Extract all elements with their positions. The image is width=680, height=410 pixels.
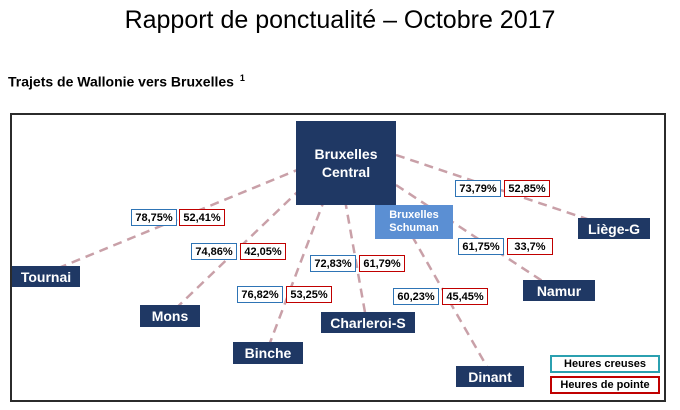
station-dinant: Dinant xyxy=(456,366,524,387)
route-line-charleroi xyxy=(343,199,368,319)
schuman-line1: Bruxelles xyxy=(389,209,439,221)
tournai-off-peak-value: 78,75% xyxy=(131,209,177,226)
station-namur: Namur xyxy=(523,280,595,301)
station-binche: Binche xyxy=(233,342,303,364)
subtitle-text: Trajets de Wallonie vers Bruxelles xyxy=(8,73,234,90)
station-mons: Mons xyxy=(140,305,200,327)
tournai-peak-value: 52,41% xyxy=(179,209,225,226)
station-tournai: Tournai xyxy=(12,266,80,287)
diagram-frame xyxy=(10,113,666,402)
binche-off-peak-value: 76,82% xyxy=(237,286,283,303)
station-charleroi-s: Charleroi-S xyxy=(321,312,415,333)
legend-peak: Heures de pointe xyxy=(550,376,660,394)
schuman-line2: Schuman xyxy=(389,222,439,234)
legend-off-peak: Heures creuses xyxy=(550,355,660,373)
route-line-liege xyxy=(395,153,615,230)
footnote-marker: 1 xyxy=(239,73,245,83)
mons-peak-value: 42,05% xyxy=(240,243,286,260)
charleroi-peak-value: 61,79% xyxy=(359,255,405,272)
dinant-peak-value: 45,45% xyxy=(442,288,488,305)
binche-peak-value: 53,25% xyxy=(286,286,332,303)
section-subtitle: Trajets de Wallonie vers Bruxelles 1 xyxy=(8,73,245,90)
station-bruxelles-schuman: Bruxelles Schuman xyxy=(375,205,453,239)
station-bruxelles-central: Bruxelles Central xyxy=(296,121,396,205)
dinant-off-peak-value: 60,23% xyxy=(393,288,439,305)
mons-off-peak-value: 74,86% xyxy=(191,243,237,260)
page-title: Rapport de ponctualité – Octobre 2017 xyxy=(124,6,556,34)
hub-line1: Bruxelles xyxy=(314,146,378,162)
namur-off-peak-value: 61,75% xyxy=(458,238,504,255)
charleroi-off-peak-value: 72,83% xyxy=(310,255,356,272)
namur-peak-value: 33,7% xyxy=(507,238,553,255)
liege-peak-value: 52,85% xyxy=(504,180,550,197)
route-line-namur xyxy=(395,183,554,290)
hub-line2: Central xyxy=(321,164,371,180)
liege-off-peak-value: 73,79% xyxy=(455,180,501,197)
route-line-binche xyxy=(266,197,327,349)
station-liege-g: Liège-G xyxy=(578,218,650,239)
